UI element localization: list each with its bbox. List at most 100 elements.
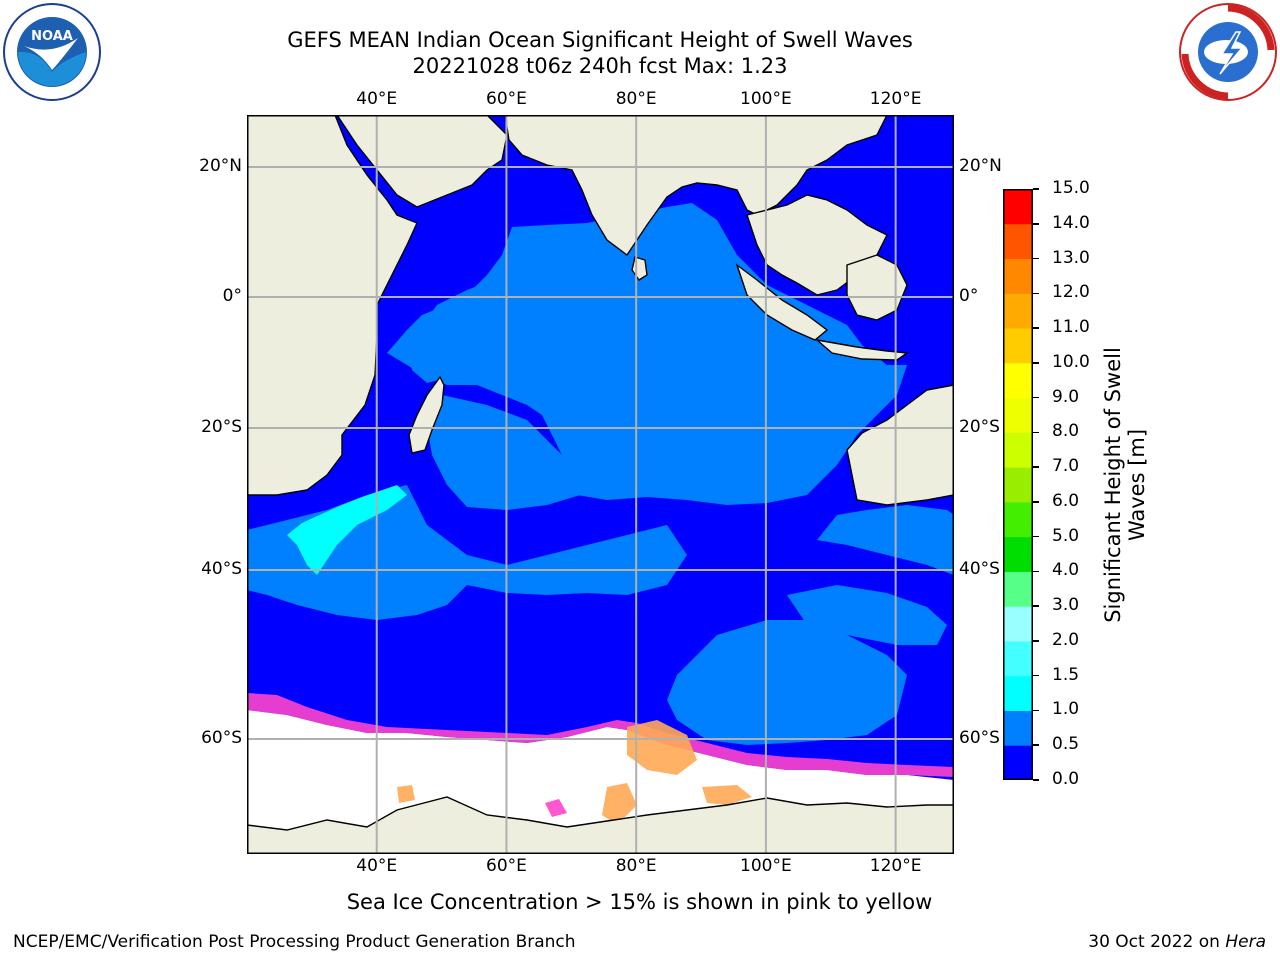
colorbar-tick-label: 10.0: [1052, 351, 1090, 372]
ocean-map: [247, 115, 954, 854]
colorbar-tick-mark: [1033, 709, 1039, 712]
lon-tick-top: 40°E: [356, 89, 398, 109]
colorbar-tick-label: 13.0: [1052, 247, 1090, 268]
lon-tick-bottom: 80°E: [615, 856, 657, 876]
lat-tick-right: 40°S: [959, 559, 1000, 579]
colorbar: [1003, 189, 1033, 780]
lat-tick-right: 20°S: [959, 417, 1000, 437]
colorbar-tick-label: 8.0: [1052, 421, 1080, 442]
footer-date-text: 30 Oct 2022 on: [1088, 932, 1226, 952]
colorbar-tick-label: 11.0: [1052, 317, 1090, 338]
colorbar-tick-mark: [1033, 779, 1039, 781]
colorbar-segment: [1003, 571, 1033, 607]
colorbar-tick-mark: [1033, 535, 1039, 538]
colorbar-tick-label: 3.0: [1052, 595, 1080, 616]
sea-ice-edge-pink: [247, 693, 954, 777]
land-java: [814, 338, 909, 361]
sea-ice-orange-patch-4: [702, 785, 752, 805]
colorbar-frame: [1003, 189, 1033, 780]
lat-tick-right: 0°: [959, 286, 979, 306]
colorbar-tick-label: 0.5: [1052, 734, 1080, 755]
colorbar-segment: [1003, 328, 1033, 364]
colorbar-tick-mark: [1033, 223, 1039, 225]
lat-tick-left: 60°S: [201, 728, 242, 748]
colorbar-tick-mark: [1033, 327, 1039, 329]
colorbar-segment: [1003, 606, 1033, 642]
swell-zone-south: [667, 620, 907, 745]
colorbar-segment: [1003, 536, 1033, 572]
colorbar-label: Significant Height of Swell Waves [m]: [1101, 347, 1149, 623]
footer-credit: NCEP/EMC/Verification Post Processing Pr…: [13, 932, 576, 952]
lon-tick-bottom: 100°E: [740, 856, 792, 876]
colorbar-tick-mark: [1033, 292, 1039, 295]
land-borneo: [846, 254, 908, 321]
colorbar-label-line2: Waves [m]: [1125, 428, 1149, 542]
lon-tick-bottom: 120°E: [869, 856, 922, 876]
colorbar-tick-mark: [1033, 674, 1039, 677]
land-antarctica: [247, 796, 954, 854]
colorbar-tick-label: 2.0: [1052, 629, 1080, 650]
land-madagascar: [408, 375, 445, 454]
grid-lines: [247, 115, 954, 854]
colorbar-tick-label: 14.0: [1052, 212, 1090, 233]
colorbar-tick-mark: [1033, 362, 1039, 364]
colorbar-tick-label: 5.0: [1052, 525, 1080, 546]
lon-tick-bottom: 60°E: [486, 856, 527, 876]
lat-tick-left: 20°S: [201, 417, 242, 437]
colorbar-tick-mark: [1033, 744, 1039, 746]
colorbar-segment: [1003, 501, 1033, 538]
colorbar-tick-label: 6.0: [1052, 490, 1080, 511]
colorbar-tick-mark: [1033, 431, 1039, 434]
sea-ice-orange-patch-3: [397, 785, 415, 803]
land-sumatra: [735, 263, 829, 341]
colorbar-tick-mark: [1033, 640, 1039, 642]
colorbar-segment: [1003, 189, 1033, 225]
swell-zone-west-indian: [407, 275, 507, 383]
colorbar-tick-label: 4.0: [1052, 560, 1080, 581]
colorbar-tick-label: 0.0: [1052, 769, 1080, 789]
footer-date: 30 Oct 2022 on Hera: [1088, 932, 1266, 952]
colorbar-tick-label: 1.5: [1052, 664, 1080, 685]
colorbar-tick-label: 15.0: [1052, 178, 1090, 198]
footer-machine: Hera: [1225, 932, 1266, 952]
sea-ice-pink-patch: [545, 799, 567, 817]
lon-tick-top: 100°E: [740, 89, 792, 109]
lat-tick-right: 60°S: [959, 728, 1000, 748]
sea-ice-orange-patch-2: [602, 783, 637, 825]
swell-zone-tropical: [387, 203, 907, 505]
colorbar-tick-mark: [1033, 396, 1039, 399]
colorbar-segment: [1003, 293, 1033, 329]
colorbar-segment: [1003, 745, 1033, 780]
lon-tick-top: 80°E: [615, 89, 657, 109]
sea-ice-caption: Sea Ice Concentration > 15% is shown in …: [346, 890, 933, 914]
svg-text:NOAA: NOAA: [31, 29, 73, 44]
colorbar-segment: [1003, 362, 1033, 399]
lat-tick-left: 40°S: [201, 559, 242, 579]
colorbar-segment: [1003, 397, 1033, 433]
colorbar-tick-mark: [1033, 188, 1039, 190]
swell-zone-southeast-patch: [787, 585, 947, 645]
lat-tick-right: 20°N: [959, 156, 1002, 176]
colorbar-segment: [1003, 432, 1033, 468]
colorbar-segment: [1003, 675, 1033, 711]
colorbar-segment: [1003, 467, 1033, 503]
colorbar-segment: [1003, 258, 1033, 294]
colorbar-segment: [1003, 223, 1033, 260]
colorbar-tick-label: 9.0: [1052, 386, 1080, 407]
land-australia: [846, 384, 954, 506]
lon-tick-top: 120°E: [869, 89, 922, 109]
colorbar-segment: [1003, 640, 1033, 677]
sea-ice-orange-patch-1: [627, 720, 697, 775]
colorbar-tick-mark: [1033, 570, 1039, 573]
colorbar-tick-label: 7.0: [1052, 456, 1080, 477]
land-arabia: [336, 115, 508, 208]
colorbar-tick-mark: [1033, 257, 1039, 260]
chart-subtitle: 20221028 t06z 240h fcst Max: 1.23: [412, 54, 788, 78]
noaa-logo-icon: NOAA: [3, 3, 101, 101]
chart-title: GEFS MEAN Indian Ocean Significant Heigh…: [287, 28, 913, 52]
colorbar-tick-label: 1.0: [1052, 699, 1080, 720]
land-india-asia: [504, 115, 888, 257]
lon-tick-bottom: 40°E: [356, 856, 398, 876]
colorbar-tick-label: 12.0: [1052, 282, 1090, 303]
lat-tick-left: 0°: [222, 286, 242, 306]
